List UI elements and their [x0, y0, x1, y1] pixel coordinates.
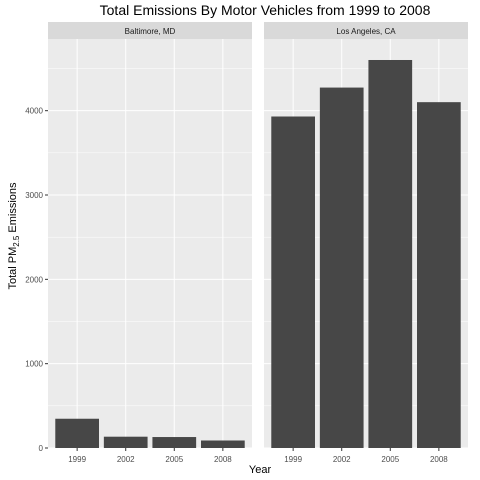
bar: [271, 116, 315, 448]
y-axis-title-prefix: Total PM: [7, 247, 19, 290]
y-axis-title-subscript: 2.5: [12, 235, 21, 247]
y-tick-label: 4000: [25, 107, 43, 116]
y-axis-title-suffix: Emissions: [7, 182, 19, 236]
x-tick-label: 1999: [68, 455, 86, 464]
y-axis-title: Total PM2.5 Emissions: [7, 182, 21, 290]
facet-panel: Los Angeles, CA 1999 2002 2005 2008: [264, 22, 468, 464]
y-tick-label: 0: [39, 444, 44, 453]
chart-title: Total Emissions By Motor Vehicles from 1…: [100, 2, 431, 18]
strip-label: Los Angeles, CA: [336, 27, 396, 36]
bar: [55, 418, 99, 448]
y-tick-label: 3000: [25, 191, 43, 200]
x-tick-label: 2008: [430, 455, 448, 464]
x-tick-label: 2005: [381, 455, 399, 464]
facet-panels: Baltimore, MD 1999 2002 2005 2008 0 1000 2000 30…: [25, 22, 468, 464]
facet-panel: Baltimore, MD 1999 2002 2005 2008 0 1000 2000 30…: [25, 22, 252, 464]
x-tick-label: 1999: [284, 455, 302, 464]
bar: [368, 59, 413, 449]
bar: [201, 440, 245, 448]
bar: [103, 436, 148, 448]
bar: [152, 437, 197, 448]
x-tick-label: 2008: [214, 455, 232, 464]
strip-background: [264, 22, 468, 39]
strip-label: Baltimore, MD: [125, 27, 176, 36]
x-tick-label: 2002: [333, 455, 351, 464]
panel-background: [48, 39, 252, 448]
y-tick-label: 1000: [25, 360, 43, 369]
strip-background: [48, 22, 252, 39]
y-tick-label: 2000: [25, 275, 43, 284]
x-tick-label: 2005: [165, 455, 183, 464]
bar: [319, 87, 364, 448]
x-tick-label: 2002: [117, 455, 135, 464]
x-axis-title: Year: [249, 464, 272, 476]
bar: [417, 102, 461, 449]
